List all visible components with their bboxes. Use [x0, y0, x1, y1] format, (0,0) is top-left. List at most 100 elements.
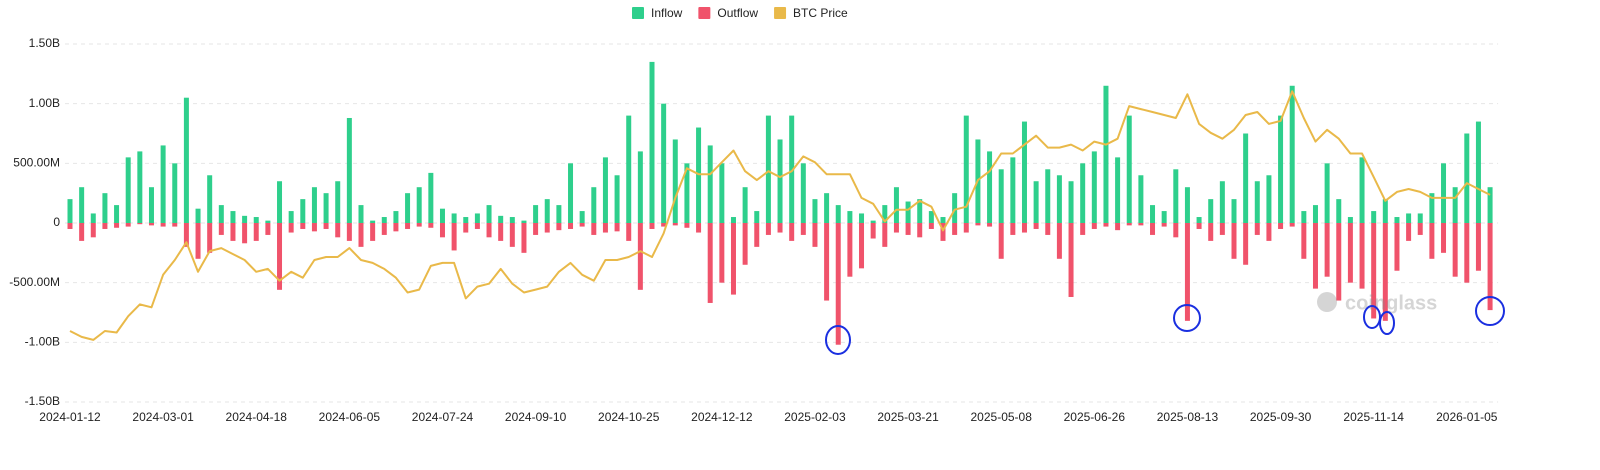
bar [498, 215, 504, 223]
bar [1254, 223, 1260, 235]
bar [1406, 223, 1412, 241]
y-tick-label: 1.00B [29, 96, 60, 110]
highlight-circle [1363, 305, 1381, 329]
bar [1184, 223, 1190, 321]
bar [405, 193, 411, 223]
legend-label: Outflow [717, 6, 758, 20]
bar [1301, 223, 1307, 259]
bar [591, 187, 597, 223]
bar [661, 223, 667, 227]
bar [1452, 223, 1458, 277]
bar [777, 139, 783, 223]
bar [742, 223, 748, 265]
bar [987, 151, 993, 223]
legend-swatch [774, 7, 787, 19]
bar [1045, 223, 1051, 235]
bar [218, 205, 224, 223]
bar [1336, 223, 1342, 301]
x-tick-label: 2024-04-18 [226, 410, 288, 424]
bar [67, 223, 73, 229]
x-tick-label: 2025-02-03 [784, 410, 846, 424]
bar [1347, 223, 1353, 283]
lines [69, 90, 1491, 341]
bar [486, 223, 492, 238]
bar [1394, 217, 1400, 223]
bar [1312, 205, 1318, 223]
bar [439, 223, 445, 238]
bar [218, 223, 224, 235]
bar [393, 223, 399, 232]
bar [381, 217, 387, 223]
bar [824, 223, 830, 301]
bar [1324, 163, 1330, 223]
bar [684, 163, 690, 223]
bar [568, 223, 574, 229]
bar [1243, 133, 1249, 223]
bar [800, 163, 806, 223]
bar [544, 199, 550, 223]
bar [1184, 187, 1190, 223]
bar [719, 163, 725, 223]
bar [172, 163, 178, 223]
bar [1021, 121, 1027, 223]
bar [125, 223, 131, 227]
bar [1371, 211, 1377, 223]
bar [102, 223, 108, 229]
bar [754, 211, 760, 223]
y-tick-label: -500.00M [9, 275, 60, 289]
bar [661, 103, 667, 223]
bar [1150, 223, 1156, 235]
bar [1394, 223, 1400, 271]
bar [253, 223, 259, 241]
x-tick-label: 2025-08-13 [1157, 410, 1219, 424]
bar [952, 223, 958, 235]
bar [137, 151, 143, 223]
bar [137, 223, 143, 225]
bar [1336, 199, 1342, 223]
bar [1487, 223, 1493, 311]
bar [521, 223, 527, 253]
bar [1033, 223, 1039, 229]
bar [1138, 175, 1144, 223]
x-tick-label: 2025-11-14 [1343, 410, 1404, 424]
bar [335, 181, 341, 223]
bar [125, 157, 131, 223]
bar [835, 205, 841, 223]
bar [1289, 223, 1295, 227]
bar [1045, 169, 1051, 223]
bar [242, 223, 248, 244]
bar [626, 115, 632, 223]
bar [1115, 223, 1121, 231]
bar [1243, 223, 1249, 265]
bar [451, 213, 457, 223]
bar [928, 223, 934, 229]
x-tick-label: 2025-05-08 [971, 410, 1033, 424]
bar [602, 223, 608, 233]
bar [1208, 223, 1214, 241]
bar [975, 223, 981, 226]
bar [1161, 223, 1167, 227]
bar [451, 223, 457, 251]
bar [579, 211, 585, 223]
bar [346, 223, 352, 241]
bar [789, 115, 795, 223]
bar [509, 223, 515, 247]
x-tick-label: 2025-03-21 [877, 410, 939, 424]
legend-item[interactable]: BTC Price [774, 6, 848, 20]
bar [579, 223, 585, 227]
legend-item[interactable]: Inflow [632, 6, 683, 20]
bar [859, 223, 865, 269]
x-tick-label: 2024-06-05 [319, 410, 381, 424]
bar [614, 223, 620, 232]
legend-item[interactable]: Outflow [698, 6, 758, 20]
bar [1475, 223, 1481, 271]
bar [288, 223, 294, 233]
bar [789, 223, 795, 241]
bar [882, 205, 888, 223]
bar [335, 223, 341, 238]
bar [917, 223, 923, 238]
bar [1091, 223, 1097, 229]
bar [1091, 151, 1097, 223]
bar [393, 211, 399, 223]
bar [707, 145, 713, 223]
